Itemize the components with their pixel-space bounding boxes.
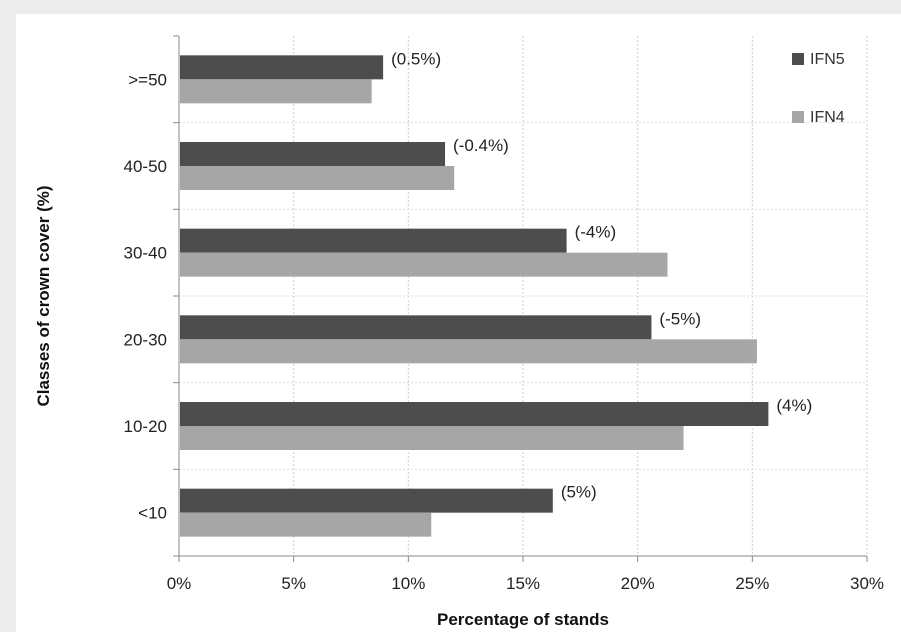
bar-chart: (5%) (4%) (-5%) (-4%) (-0.4%) (0.5%) 0% 5% 10% 1… bbox=[34, 35, 885, 629]
grid-lines bbox=[179, 36, 868, 556]
bar-ifn4-5 bbox=[180, 79, 372, 104]
legend: IFN5 IFN4 bbox=[792, 51, 845, 126]
data-label: (-0.4%) bbox=[453, 136, 509, 155]
data-label: (5%) bbox=[561, 483, 597, 502]
bar-ifn5-3 bbox=[180, 228, 567, 253]
chart-frame: (5%) (4%) (-5%) (-4%) (-0.4%) (0.5%) 0% 5% 10% 1… bbox=[16, 14, 901, 632]
data-label: (0.5%) bbox=[391, 49, 441, 68]
bar-ifn4-0 bbox=[180, 512, 432, 537]
bar-ifn4-1 bbox=[180, 426, 684, 450]
y-tick-label: 20-30 bbox=[124, 330, 167, 349]
x-tick-label: 15% bbox=[506, 574, 540, 593]
y-tick-label: 10-20 bbox=[124, 417, 167, 436]
x-tick-label: 20% bbox=[621, 574, 655, 593]
y-tick-label: <10 bbox=[138, 504, 167, 523]
x-tick-label: 25% bbox=[735, 574, 769, 593]
data-label: (-5%) bbox=[659, 309, 701, 328]
bar-ifn4-2 bbox=[180, 339, 757, 364]
bar-ifn4-3 bbox=[180, 252, 668, 277]
y-tick-label: 40-50 bbox=[124, 157, 167, 176]
bars bbox=[180, 55, 769, 537]
bar-ifn5-4 bbox=[180, 142, 446, 166]
y-tick-label: >=50 bbox=[128, 70, 167, 89]
x-tick-label: 30% bbox=[850, 574, 884, 593]
legend-label-ifn4: IFN4 bbox=[810, 109, 845, 126]
bar-ifn4-4 bbox=[180, 166, 455, 190]
data-labels: (5%) (4%) (-5%) (-4%) (-0.4%) (0.5%) bbox=[391, 49, 812, 501]
bar-ifn5-1 bbox=[180, 402, 769, 426]
x-axis-title: Percentage of stands bbox=[437, 610, 609, 629]
tick-labels: 0% 5% 10% 15% 20% 25% 30% <10 10-20 20-30 30-40 40-… bbox=[124, 70, 885, 593]
x-tick-label: 5% bbox=[281, 574, 306, 593]
data-label: (-4%) bbox=[575, 223, 617, 242]
bar-ifn5-2 bbox=[180, 315, 652, 340]
y-tick-label: 30-40 bbox=[124, 244, 167, 263]
legend-swatch-ifn5 bbox=[792, 53, 804, 65]
axes bbox=[173, 35, 868, 562]
bar-ifn5-5 bbox=[180, 55, 384, 80]
x-tick-label: 10% bbox=[391, 574, 425, 593]
legend-swatch-ifn4 bbox=[792, 111, 804, 123]
x-tick-label: 0% bbox=[167, 574, 192, 593]
bar-ifn5-0 bbox=[180, 488, 553, 513]
legend-label-ifn5: IFN5 bbox=[810, 51, 845, 68]
data-label: (4%) bbox=[776, 396, 812, 415]
y-axis-title: Classes of crown cover (%) bbox=[34, 185, 53, 406]
